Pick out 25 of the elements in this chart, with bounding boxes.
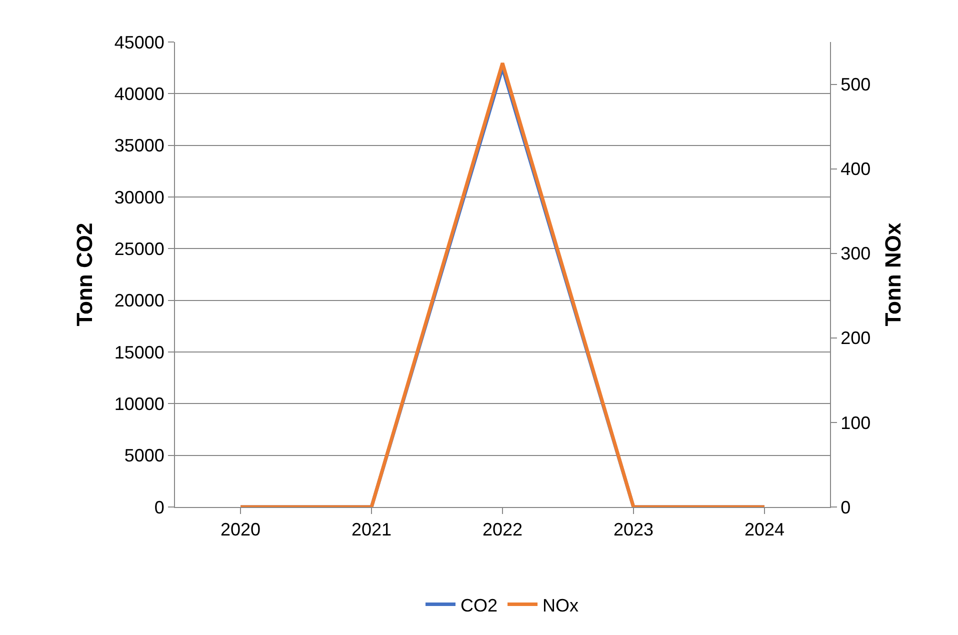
- x-tick-label: 2023: [613, 520, 654, 540]
- y-tick-label: 45000: [114, 32, 164, 52]
- x-tick-label: 2022: [482, 520, 523, 540]
- y-tick-label: 15000: [114, 342, 164, 362]
- x-tick-label: 2024: [744, 520, 785, 540]
- y2-tick-label: 100: [840, 412, 871, 433]
- y-tick-label: 20000: [114, 290, 164, 311]
- y2-tick-label: 500: [840, 74, 871, 95]
- y2-axis-title: Tonn NOx: [880, 222, 906, 326]
- y-tick-label: 40000: [114, 84, 164, 104]
- y2-tick-label: 200: [840, 328, 871, 348]
- y-tick-label: 25000: [114, 238, 164, 259]
- legend-label: CO2: [460, 595, 498, 616]
- y-tick-label: 5000: [124, 446, 164, 466]
- y-tick-label: 30000: [114, 187, 164, 208]
- legend-label: NOx: [542, 595, 579, 616]
- y-tick-label: 10000: [114, 394, 164, 414]
- y2-tick-label: 0: [840, 497, 851, 518]
- y2-tick-label: 400: [840, 159, 871, 180]
- y-tick-label: 35000: [114, 136, 164, 156]
- x-tick-label: 2021: [351, 520, 392, 540]
- y2-tick-label: 300: [840, 244, 871, 264]
- y-tick-label: 0: [154, 497, 164, 518]
- y-axis-title: Tonn CO2: [72, 222, 98, 326]
- x-tick-label: 2020: [220, 520, 261, 540]
